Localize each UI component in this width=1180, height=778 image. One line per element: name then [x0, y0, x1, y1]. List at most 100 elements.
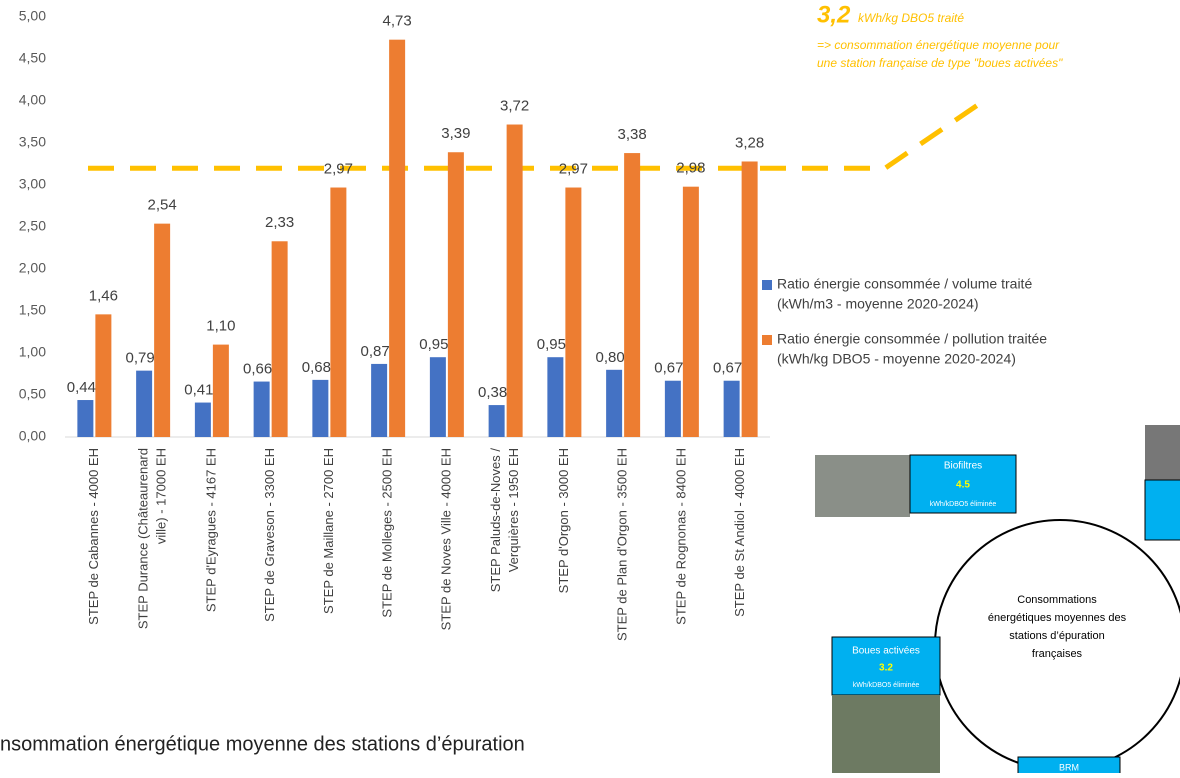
inset-box-unit: kWh/kDBO5 éliminée — [853, 682, 920, 689]
y-tick-label: 3,00 — [19, 176, 46, 192]
bar — [95, 314, 112, 437]
bar — [447, 152, 464, 438]
bar — [312, 379, 329, 437]
x-tick-label: STEP d'Orgon - 3000 EH — [556, 448, 571, 593]
x-tick-label: STEP de Molleges - 2500 EH — [380, 448, 395, 618]
legend-label: (kWh/m3 - moyenne 2020-2024) — [777, 296, 979, 312]
x-tick-label: STEP de Cabannes - 4000 EH — [86, 448, 101, 625]
y-tick-label: 2,00 — [19, 260, 46, 276]
inset-box-title: BRM — [1059, 762, 1079, 772]
bar — [723, 380, 740, 437]
inset-box — [831, 636, 941, 696]
bar — [429, 357, 446, 437]
value-label: 0,38 — [478, 384, 507, 401]
value-label: 3,38 — [618, 126, 647, 143]
y-tick-label: 0,50 — [19, 386, 46, 402]
value-label: 3,28 — [735, 134, 764, 151]
bar — [253, 381, 270, 437]
bar — [194, 402, 211, 437]
legend-swatch — [762, 280, 772, 290]
bar — [212, 344, 229, 437]
legend-label: Ratio énergie consommée / pollution trai… — [777, 331, 1047, 347]
value-label: 0,67 — [654, 360, 683, 377]
photo — [1145, 425, 1180, 480]
bar — [682, 186, 699, 437]
inset-box — [1144, 479, 1180, 541]
x-tick-label: ville) - 17000 EH — [154, 448, 169, 544]
x-tick-label: STEP de Graveson - 3300 EH — [262, 448, 277, 622]
y-tick-label: 4,50 — [19, 50, 46, 66]
bar — [664, 380, 681, 437]
value-label: 0,80 — [596, 349, 625, 366]
value-label: 1,46 — [89, 287, 118, 304]
caption: nsommation énergétique moyenne des stati… — [0, 733, 525, 755]
bar — [606, 369, 623, 437]
inset-box-unit: kWh/kDBO5 éliminée — [930, 501, 997, 508]
reference-note: => consommation énergétique moyenne pour — [817, 38, 1060, 52]
legend-swatch — [762, 335, 772, 345]
inset-center: Consommations — [1017, 594, 1097, 606]
value-label: 4,73 — [383, 13, 412, 30]
x-tick-label: STEP Durance (Châteaurenard — [136, 448, 151, 629]
bar — [371, 363, 388, 437]
value-label: 2,54 — [148, 197, 177, 214]
value-label: 2,98 — [676, 160, 705, 177]
inset-center: françaises — [1032, 648, 1083, 660]
x-tick-label: Verquières - 1950 EH — [506, 448, 521, 572]
bar — [547, 357, 564, 437]
reference-line — [88, 97, 987, 171]
inset-center: stations d’épuration — [1009, 630, 1104, 642]
value-label: 0,66 — [243, 361, 272, 378]
y-tick-label: 1,50 — [19, 302, 46, 318]
x-tick-label: STEP Paluds-de-Noves / — [488, 448, 503, 593]
value-label: 0,79 — [126, 350, 155, 367]
bar — [488, 405, 505, 437]
value-label: 0,95 — [537, 336, 566, 353]
y-tick-label: 5,00 — [19, 8, 46, 24]
inset-box-title: Boues activées — [852, 646, 920, 657]
inset-box — [909, 454, 1017, 514]
x-tick-label: STEP de Noves Ville - 4000 EH — [438, 448, 453, 630]
bar — [77, 400, 94, 437]
y-tick-label: 3,50 — [19, 134, 46, 150]
inset-center: énergétiques moyennes des — [988, 612, 1127, 624]
bar — [565, 187, 582, 437]
bar — [389, 39, 406, 438]
bar — [154, 223, 171, 437]
value-label: 2,33 — [265, 214, 294, 231]
y-tick-label: 4,00 — [19, 92, 46, 108]
value-label: 1,10 — [206, 318, 235, 335]
inset-box-value: 4.5 — [956, 480, 970, 491]
inset-box-value: 3.2 — [879, 663, 893, 674]
reference-unit: kWh/kg DBO5 traité — [858, 11, 964, 25]
x-tick-label: STEP de Plan d'Orgon - 3500 EH — [615, 448, 630, 641]
x-tick-label: STEP d'Eyragues - 4167 EH — [203, 448, 218, 612]
reference-note: une station française de type "boues act… — [817, 56, 1063, 70]
legend-label: (kWh/kg DBO5 - moyenne 2020-2024) — [777, 351, 1016, 367]
photo — [815, 455, 910, 517]
value-label: 0,67 — [713, 360, 742, 377]
photo — [832, 695, 940, 773]
value-label: 0,41 — [184, 382, 213, 399]
reference-label: 3,2 — [817, 1, 851, 28]
value-label: 0,44 — [67, 379, 96, 396]
x-tick-label: STEP de Maillane - 2700 EH — [321, 448, 336, 614]
legend-label: Ratio énergie consommée / volume traité — [777, 276, 1032, 292]
x-tick-label: STEP de St Andiol - 4000 EH — [732, 448, 747, 617]
value-label: 2,97 — [559, 160, 588, 177]
value-label: 0,68 — [302, 359, 331, 376]
value-label: 3,72 — [500, 97, 529, 114]
inset-circle — [934, 519, 1180, 771]
y-tick-label: 1,00 — [19, 344, 46, 360]
value-label: 2,97 — [324, 160, 353, 177]
value-label: 0,87 — [361, 343, 390, 360]
x-tick-label: STEP de Rognonas - 8400 EH — [673, 448, 688, 625]
bar — [271, 241, 288, 437]
bar — [136, 370, 153, 437]
bar — [741, 161, 758, 438]
bar — [624, 153, 641, 437]
inset-box-title: Biofiltres — [944, 461, 982, 472]
inset: Biofiltres 4.5 kWh/kDBO5 éliminée Consom… — [815, 425, 1180, 778]
